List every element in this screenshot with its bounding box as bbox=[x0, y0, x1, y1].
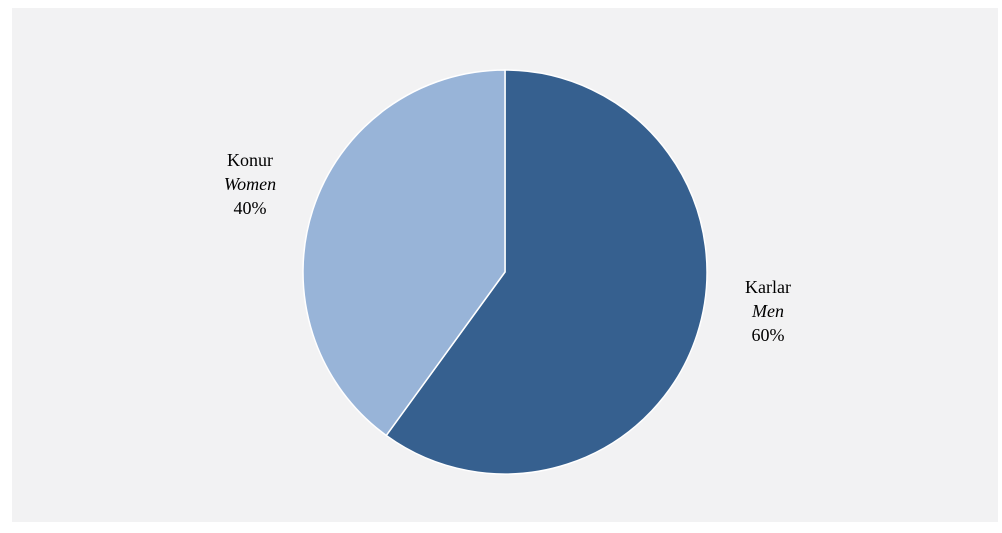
pie-slices bbox=[302, 69, 708, 475]
slice-label-men: Karlar Men 60% bbox=[745, 277, 791, 345]
label-women-is: Konur bbox=[227, 150, 273, 170]
slice-label-women: Konur Women 40% bbox=[224, 150, 276, 218]
label-men-percent: 60% bbox=[752, 325, 785, 345]
label-men-en: Men bbox=[751, 301, 784, 321]
label-women-percent: 40% bbox=[234, 198, 267, 218]
label-women-en: Women bbox=[224, 174, 276, 194]
pie-slice-women bbox=[302, 69, 506, 437]
label-men-is: Karlar bbox=[745, 277, 791, 297]
pie-slice-men bbox=[385, 69, 708, 475]
